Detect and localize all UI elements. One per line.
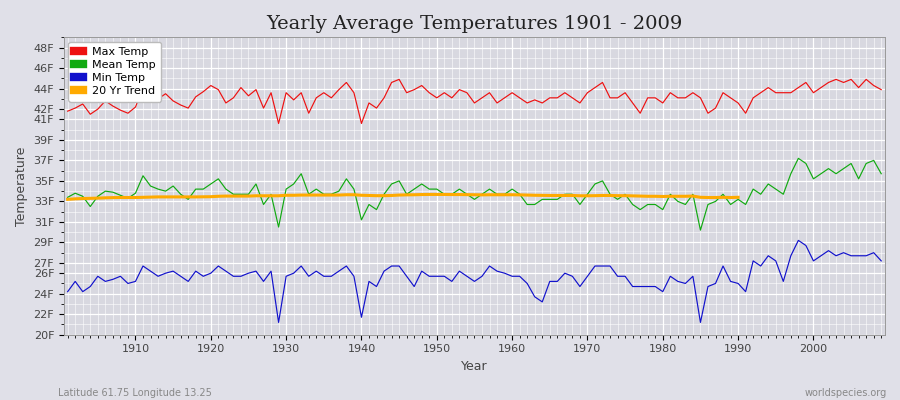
20 Yr Trend bbox=[710, 195, 721, 200]
Mean Temp bbox=[122, 196, 133, 201]
20 Yr Trend bbox=[627, 194, 638, 198]
Mean Temp bbox=[793, 156, 804, 161]
Text: worldspecies.org: worldspecies.org bbox=[805, 388, 886, 398]
Line: Mean Temp: Mean Temp bbox=[68, 158, 881, 230]
Y-axis label: Temperature: Temperature bbox=[15, 146, 28, 226]
Min Temp bbox=[274, 320, 284, 325]
Legend: Max Temp, Mean Temp, Min Temp, 20 Yr Trend: Max Temp, Mean Temp, Min Temp, 20 Yr Tre… bbox=[68, 42, 161, 102]
20 Yr Trend bbox=[266, 193, 276, 198]
20 Yr Trend bbox=[62, 197, 73, 202]
Min Temp bbox=[876, 258, 886, 263]
Mean Temp bbox=[695, 228, 706, 232]
Max Temp bbox=[122, 111, 133, 116]
Max Temp bbox=[522, 100, 533, 105]
20 Yr Trend bbox=[536, 193, 547, 198]
20 Yr Trend bbox=[643, 194, 653, 199]
Line: Min Temp: Min Temp bbox=[68, 240, 881, 322]
Min Temp bbox=[62, 289, 73, 294]
Line: 20 Yr Trend: 20 Yr Trend bbox=[68, 194, 738, 199]
Max Temp bbox=[274, 121, 284, 126]
Max Temp bbox=[62, 109, 73, 114]
Max Temp bbox=[393, 77, 404, 82]
Min Temp bbox=[507, 274, 517, 279]
Mean Temp bbox=[288, 182, 299, 186]
Min Temp bbox=[605, 264, 616, 268]
Text: Latitude 61.75 Longitude 13.25: Latitude 61.75 Longitude 13.25 bbox=[58, 388, 212, 398]
Min Temp bbox=[296, 264, 307, 268]
Title: Yearly Average Temperatures 1901 - 2009: Yearly Average Temperatures 1901 - 2009 bbox=[266, 15, 682, 33]
Mean Temp bbox=[507, 187, 517, 192]
X-axis label: Year: Year bbox=[461, 360, 488, 373]
Min Temp bbox=[793, 238, 804, 243]
Max Temp bbox=[876, 87, 886, 92]
Mean Temp bbox=[876, 171, 886, 176]
Mean Temp bbox=[334, 189, 345, 194]
Line: Max Temp: Max Temp bbox=[68, 79, 881, 124]
Mean Temp bbox=[500, 192, 510, 197]
20 Yr Trend bbox=[153, 194, 164, 199]
Min Temp bbox=[122, 281, 133, 286]
Max Temp bbox=[514, 96, 525, 100]
20 Yr Trend bbox=[424, 192, 435, 197]
Mean Temp bbox=[62, 195, 73, 200]
20 Yr Trend bbox=[733, 195, 743, 200]
Max Temp bbox=[341, 80, 352, 85]
Min Temp bbox=[514, 274, 525, 279]
Min Temp bbox=[341, 264, 352, 268]
Mean Temp bbox=[597, 178, 608, 183]
Max Temp bbox=[296, 90, 307, 95]
Max Temp bbox=[612, 96, 623, 100]
